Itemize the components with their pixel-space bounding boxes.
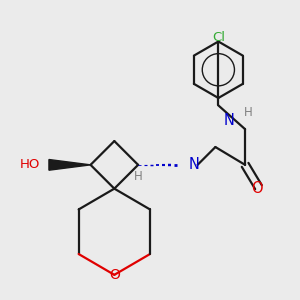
Text: H: H [134, 170, 142, 183]
Text: N: N [224, 113, 235, 128]
Polygon shape [49, 160, 91, 170]
Text: H: H [244, 106, 252, 119]
Text: O: O [251, 181, 263, 196]
Text: O: O [109, 268, 120, 282]
Text: Cl: Cl [212, 31, 225, 44]
Text: N: N [189, 158, 200, 172]
Text: HO: HO [20, 158, 40, 171]
